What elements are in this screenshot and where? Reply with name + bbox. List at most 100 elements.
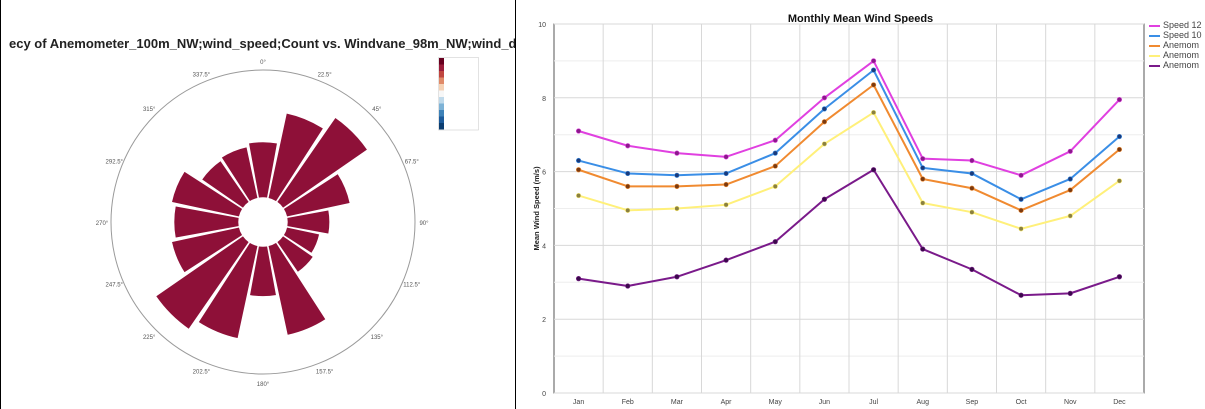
colorbar-swatch	[439, 97, 444, 104]
rose-direction-label: 292.5°	[106, 159, 124, 165]
rose-bar-4	[286, 209, 331, 235]
line-chart-panel: Monthly Mean Wind Speeds 0 2 4 6 8 10 Jan Feb Ma…	[516, 0, 1205, 409]
series-point-2	[1116, 146, 1123, 153]
rose-direction-label: 225°	[143, 335, 156, 341]
x-tick-label: Jun	[819, 399, 830, 406]
y-tick-label: 10	[538, 22, 546, 29]
series-point-2	[969, 185, 975, 191]
series-point-0	[674, 150, 680, 156]
series-point-0	[1018, 172, 1024, 178]
series-point-4	[674, 274, 680, 280]
series-point-4	[625, 283, 631, 289]
rose-direction-label: 45°	[372, 107, 382, 113]
colorbar-swatch	[439, 58, 444, 65]
rose-bar-1	[267, 112, 324, 203]
series-point-0	[870, 58, 877, 64]
rose-bar-5	[282, 226, 321, 254]
rose-direction-label: 247.5°	[106, 283, 124, 289]
series-point-0	[920, 156, 926, 162]
series-point-0	[772, 137, 778, 143]
legend-swatch	[1149, 44, 1160, 47]
series-point-4	[969, 266, 975, 272]
series-point-2	[1018, 207, 1024, 213]
rose-direction-label: 202.5°	[193, 370, 211, 376]
wind-rose-title: ecy of Anemometer_100m_NW;wind_speed;Cou…	[9, 36, 516, 51]
series-point-1	[575, 157, 582, 164]
x-tick-label: Aug	[917, 399, 930, 406]
legend-entry-1: Speed 10	[1149, 30, 1202, 40]
rose-bar-12	[173, 205, 240, 239]
y-tick-label: 6	[542, 170, 546, 177]
series-point-2	[575, 167, 582, 173]
series-point-3	[969, 209, 975, 215]
series-point-2	[870, 82, 877, 88]
x-tick-label: Nov	[1064, 399, 1077, 406]
rose-bar-3	[282, 173, 351, 218]
legend-swatch	[1149, 24, 1160, 27]
x-tick-label: Jan	[573, 399, 584, 406]
rose-direction-label: 0°	[260, 60, 266, 66]
colorbar-swatch	[439, 77, 444, 84]
series-point-0	[1067, 148, 1073, 154]
series-point-3	[772, 183, 778, 189]
series-point-2	[1067, 187, 1073, 193]
series-point-2	[821, 119, 828, 125]
series-line-4	[578, 168, 1120, 297]
series-point-4	[1116, 274, 1123, 280]
rose-outer-ring	[110, 69, 416, 375]
series-point-3	[821, 141, 828, 147]
line-chart: 0 2 4 6 8 10 Jan Feb Mar Apr May Jun Jul Aug Sep Oct Nov…	[532, 22, 1145, 406]
rose-direction-label: 337.5°	[193, 72, 211, 78]
series-point-0	[969, 157, 975, 164]
rose-direction-label: 90°	[419, 221, 429, 227]
series-point-4	[870, 167, 877, 173]
colorbar-swatch	[439, 90, 444, 97]
rose-bar-13	[171, 170, 244, 218]
series-point-3	[1067, 213, 1073, 219]
rose-direction-label: 22.5°	[318, 72, 333, 78]
x-tick-label: Sep	[966, 399, 979, 406]
series-point-3	[920, 200, 926, 206]
rose-bar-8	[249, 245, 277, 297]
rose-bar-14	[201, 160, 250, 209]
series-point-3	[625, 207, 631, 213]
rose-direction-label: 270°	[96, 221, 109, 227]
colorbar-swatch	[439, 116, 444, 123]
x-tick-label: May	[769, 399, 783, 406]
colorbar-swatch	[439, 84, 444, 91]
rose-direction-label: 315°	[143, 107, 156, 113]
rose-bar-9	[197, 241, 259, 340]
colorbar-swatch	[439, 110, 444, 117]
rose-direction-label: 135°	[371, 335, 384, 341]
series-point-1	[870, 67, 877, 73]
series-point-2	[772, 163, 778, 169]
series-line-2	[578, 83, 1121, 212]
series-point-0	[723, 154, 729, 160]
wind-rose-panel: ecy of Anemometer_100m_NW;wind_speed;Cou…	[0, 0, 516, 409]
rose-direction-label: 112.5°	[403, 283, 421, 289]
y-tick-label: 0	[542, 391, 546, 398]
x-tick-label: Dec	[1113, 399, 1126, 406]
series-point-3	[1116, 178, 1123, 184]
rose-direction-label: 67.5°	[405, 159, 420, 165]
series-point-4	[920, 246, 926, 252]
legend-entry-3: Anemom	[1149, 50, 1199, 60]
rose-bar-0	[248, 141, 278, 199]
y-tick-label: 8	[542, 96, 546, 103]
series-point-1	[821, 106, 828, 112]
legend-entry-4: Anemom	[1149, 60, 1199, 70]
rose-bar-6	[276, 235, 314, 273]
legend-entry-0: Speed 12	[1149, 20, 1202, 30]
legend-entry-2: Anemom	[1149, 40, 1199, 50]
series-point-0	[575, 128, 582, 134]
colorbar-swatch	[439, 123, 444, 130]
series-point-1	[920, 165, 926, 171]
rose-bar-7	[267, 241, 327, 336]
series-line-1	[578, 69, 1121, 201]
series-point-4	[723, 257, 729, 263]
rose-bar-11	[171, 226, 244, 274]
series-point-1	[1018, 196, 1024, 202]
rose-bar-10	[155, 235, 250, 330]
series-point-1	[1116, 133, 1123, 140]
series-point-0	[625, 143, 631, 149]
